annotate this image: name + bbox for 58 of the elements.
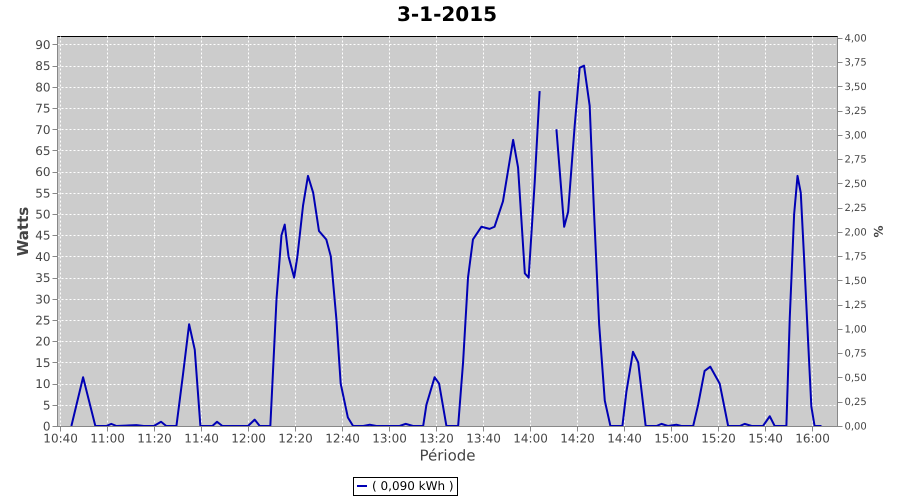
x-tick-label: 14:00: [513, 432, 548, 446]
y2-tick-label: 3,00: [844, 130, 867, 142]
y-tick-label: 10: [35, 377, 50, 392]
x-tick-label: 11:20: [137, 432, 172, 446]
x-tick-label: 11:00: [90, 432, 125, 446]
y2-tick-label: 2,00: [844, 227, 867, 238]
y2-tick-label: 3,75: [844, 58, 867, 69]
y2-tick-label: 0,25: [844, 397, 867, 408]
x-tick-label: 13:20: [419, 432, 454, 446]
y2-tick-label: 1,75: [844, 252, 867, 263]
y2-tick-label: 1,25: [844, 300, 867, 312]
x-tick-label: 10:40: [43, 432, 78, 446]
x-tick-label: 12:20: [278, 432, 313, 446]
y2-tick-label: 0,75: [844, 348, 867, 360]
y-tick-label: 85: [35, 59, 50, 74]
y2-tick-label: 2,25: [844, 203, 867, 214]
y2-tick-label: 2,75: [844, 154, 867, 166]
x-tick-label: 16:00: [795, 432, 830, 446]
y2-tick-label: 1,00: [844, 324, 867, 336]
y2-tick-label: 0,50: [844, 372, 867, 384]
y-axis-title: Watts: [14, 206, 32, 256]
y2-tick-label: 2,50: [844, 178, 867, 190]
y-tick-label: 5: [42, 398, 50, 412]
x-tick-label: 12:40: [325, 432, 360, 446]
y-tick-label: 0: [42, 420, 50, 434]
x-tick-label: 15:00: [654, 432, 689, 446]
y-tick-label: 55: [35, 186, 50, 200]
y-tick-label: 45: [35, 228, 50, 243]
y2-tick-label: 4,00: [844, 33, 867, 44]
y2-axis-title: %: [870, 225, 885, 238]
y-tick-label: 15: [35, 356, 50, 370]
legend-label: ( 0,090 kWh ): [372, 479, 454, 493]
x-tick-label: 14:20: [560, 432, 595, 446]
x-tick-label: 15:20: [701, 432, 736, 446]
y2-tick-label: 1,50: [844, 276, 867, 287]
y-tick-label: 20: [35, 334, 50, 349]
y2-tick-label: 0,00: [844, 422, 867, 432]
x-tick-label: 11:40: [184, 432, 219, 446]
y-tick-label: 40: [35, 250, 50, 264]
chart-title: 3-1-2015: [396, 2, 498, 26]
y-tick-label: 75: [35, 102, 50, 116]
y-tick-label: 30: [35, 292, 50, 306]
y-tick-label: 25: [35, 314, 50, 328]
y-tick-label: 50: [35, 208, 50, 222]
y-tick-label: 60: [35, 165, 50, 180]
x-tick-label: 13:00: [372, 432, 407, 446]
x-axis-title: Période: [419, 446, 476, 464]
y-tick-label: 35: [35, 271, 50, 286]
y-tick-label: 70: [35, 122, 50, 137]
y-tick-label: 80: [35, 80, 50, 94]
y2-tick-label: 3,50: [844, 82, 867, 93]
y-tick-label: 90: [35, 38, 50, 52]
x-tick-label: 12:00: [231, 432, 266, 446]
x-tick-label: 14:40: [607, 432, 642, 446]
x-tick-label: 13:40: [466, 432, 501, 446]
y-tick-label: 65: [35, 144, 50, 158]
y2-tick-label: 3,25: [844, 106, 867, 118]
x-tick-label: 15:40: [748, 432, 783, 446]
